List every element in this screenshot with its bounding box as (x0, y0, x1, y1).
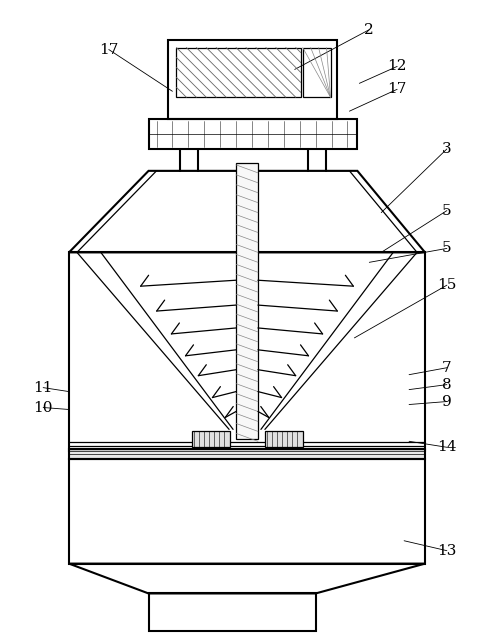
Text: 3: 3 (442, 142, 452, 156)
Text: 5: 5 (442, 242, 452, 256)
Bar (69, 449, 425, 459)
Bar (176, 47, 301, 97)
Text: 5: 5 (442, 204, 452, 218)
Bar (69, 459, 425, 564)
Text: 13: 13 (437, 544, 456, 558)
Bar (236, 163, 258, 440)
Text: 12: 12 (387, 59, 407, 73)
Text: 8: 8 (442, 378, 452, 392)
Text: 2: 2 (365, 22, 374, 36)
Text: 7: 7 (442, 361, 452, 374)
Text: 17: 17 (99, 43, 119, 56)
Bar (303, 47, 330, 97)
Bar (149, 119, 357, 149)
Text: 11: 11 (34, 381, 53, 395)
Text: 9: 9 (442, 394, 452, 408)
Bar (149, 594, 316, 631)
Text: 15: 15 (437, 278, 456, 292)
Text: 17: 17 (387, 82, 407, 96)
Bar (69, 252, 425, 451)
Bar (265, 431, 303, 447)
Bar (192, 431, 230, 447)
Bar (168, 40, 337, 119)
Text: 14: 14 (437, 440, 456, 454)
Text: 10: 10 (34, 401, 53, 415)
